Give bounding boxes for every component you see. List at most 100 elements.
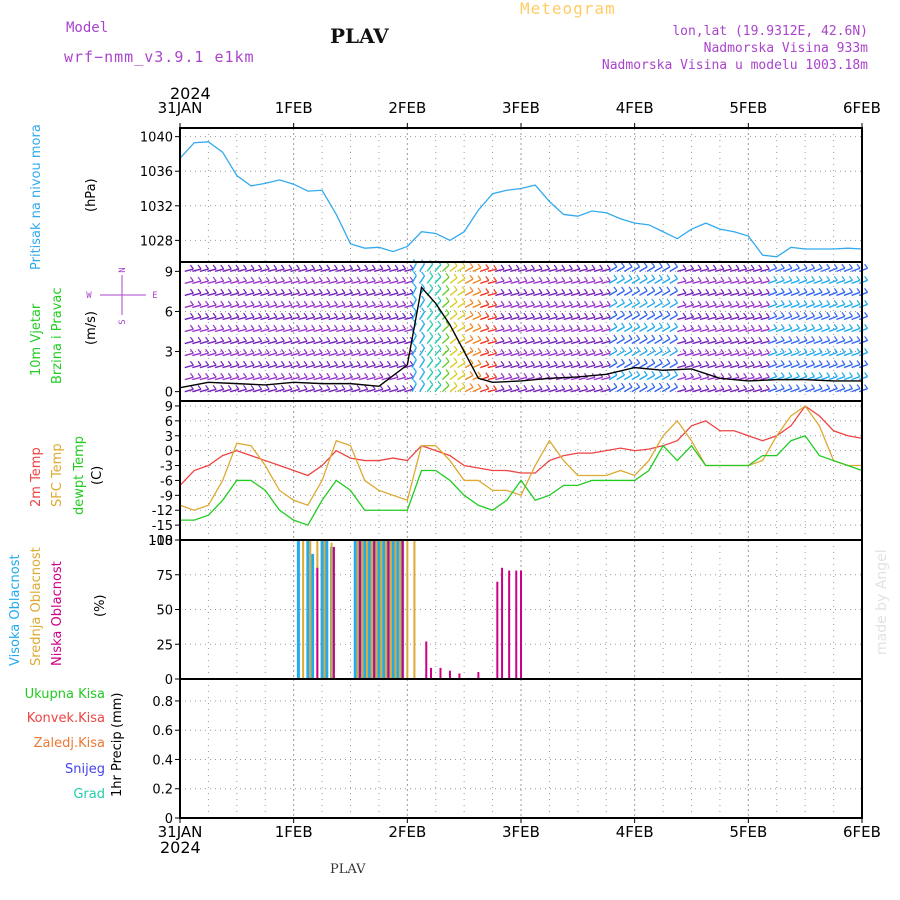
wind-barb <box>714 304 725 309</box>
wind-barb <box>495 268 505 273</box>
wind-barb <box>328 268 338 273</box>
wind-barb-flag <box>371 336 376 342</box>
wind-barb <box>745 280 755 285</box>
wind-barb <box>601 364 611 369</box>
wind-barb-flag <box>242 360 247 366</box>
wind-barb <box>358 316 368 321</box>
wind-barb <box>510 316 520 321</box>
wind-barb <box>533 328 543 333</box>
wind-barb <box>252 352 262 357</box>
wind-barb <box>525 316 535 321</box>
wind-barb-flag <box>773 336 778 341</box>
wind-barb <box>760 292 770 297</box>
legend-grad: Grad <box>73 787 105 802</box>
wind-barb <box>661 326 671 333</box>
wind-barb-flag <box>349 360 354 366</box>
wind-barb-flag <box>697 288 702 294</box>
wind-barb <box>502 304 512 309</box>
wind-barb <box>707 280 717 285</box>
wind-barb-flag <box>311 348 316 354</box>
wind-barb-flag <box>273 300 278 306</box>
wind-barb <box>245 328 255 333</box>
wind-barb-flag <box>773 312 778 317</box>
wind-barb-flag <box>461 370 466 376</box>
wind-barb-flag <box>727 276 732 282</box>
wind-barb-flag <box>421 379 426 385</box>
wind-barb-flag <box>666 358 671 364</box>
wind-barb-flag <box>493 264 498 270</box>
wind-barb-flag <box>674 346 678 352</box>
wind-barb-flag <box>651 274 656 280</box>
wind-barb <box>275 316 285 321</box>
wind-barb <box>631 338 640 345</box>
wind-barb <box>320 268 331 273</box>
wind-barb <box>199 340 209 345</box>
wind-barb <box>313 292 323 297</box>
wind-barb <box>661 374 671 381</box>
wind-barb <box>608 266 618 272</box>
wind-barb <box>237 364 247 369</box>
wind-barb <box>457 277 466 284</box>
wind-barb-flag <box>651 334 656 340</box>
wind-barb-flag <box>712 384 717 390</box>
wind-barb-flag <box>235 288 240 294</box>
wind-barb <box>366 328 376 333</box>
wind-barb-flag <box>394 324 399 330</box>
wind-barb <box>222 388 232 393</box>
wind-barb <box>798 279 808 285</box>
wind-barb-flag <box>445 357 450 362</box>
wind-barb <box>616 266 625 272</box>
wind-barb <box>828 267 838 273</box>
wind-barb-flag <box>265 312 270 318</box>
wind-barb <box>336 340 346 345</box>
wind-barb <box>669 350 678 357</box>
wind-barb-flag <box>620 262 625 268</box>
wind-barb-flag <box>553 384 558 390</box>
wind-barb <box>260 304 270 309</box>
wind-barb <box>623 386 633 393</box>
wind-barb-flag <box>288 348 293 354</box>
wind-barb <box>290 328 300 333</box>
wind-barb <box>760 340 770 345</box>
wind-barb <box>222 280 232 285</box>
wind-barb-flag <box>341 312 346 318</box>
y-tick-label: 0.8 <box>152 695 173 710</box>
wind-barb-flag <box>848 360 853 365</box>
wind-barb <box>328 316 338 321</box>
wind-barb-flag <box>212 336 217 342</box>
wind-barb <box>396 328 406 333</box>
wind-barb-flag <box>515 312 520 318</box>
wind-barb <box>441 360 450 369</box>
wind-barb-flag <box>445 296 450 302</box>
wind-barb <box>760 364 770 369</box>
wind-barb <box>593 316 603 321</box>
wind-barb <box>707 364 717 369</box>
wind-barb <box>495 352 505 357</box>
wind-barb <box>783 267 793 273</box>
wind-barb-flag <box>227 276 232 282</box>
wind-barb-flag <box>485 336 490 341</box>
wind-barb <box>298 340 308 345</box>
wind-barb-flag <box>429 344 434 349</box>
wind-barb-flag <box>437 380 442 386</box>
wind-barb <box>449 301 458 308</box>
wind-barb <box>783 327 793 333</box>
y-tick-label: -15 <box>152 519 173 534</box>
wind-barb-flag <box>469 334 474 340</box>
wind-barb <box>646 314 656 321</box>
wind-barb-flag <box>386 384 391 390</box>
wind-barb <box>586 364 596 369</box>
wind-barb-flag <box>803 312 808 317</box>
wind-barb <box>737 388 747 393</box>
y-tick-label: -3 <box>160 460 173 475</box>
wind-barb-flag <box>402 288 407 294</box>
wind-barb <box>563 316 573 321</box>
wind-barb-flag <box>402 264 407 270</box>
wind-barb <box>843 291 853 297</box>
wind-barb <box>441 300 450 308</box>
wind-barb <box>252 316 262 321</box>
wind-barb-flag <box>658 310 663 316</box>
wind-barb <box>404 280 414 285</box>
wind-barb <box>593 364 603 369</box>
wind-barb <box>214 304 224 309</box>
